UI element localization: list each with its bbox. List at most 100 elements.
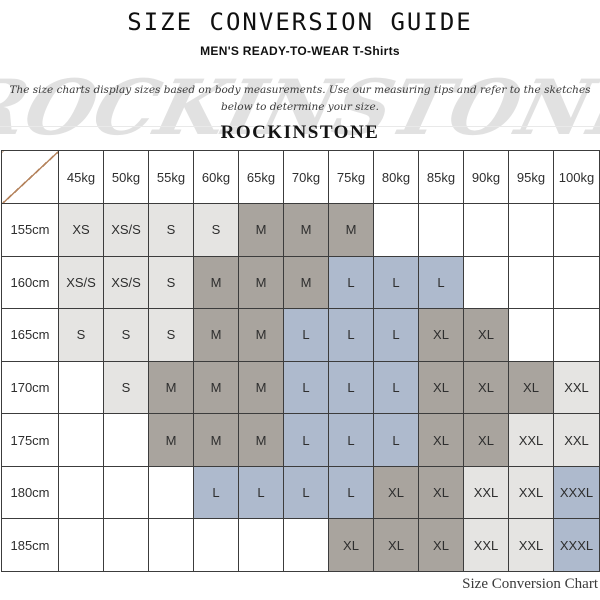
size-cell: XL [418, 308, 464, 362]
size-cell: M [283, 255, 329, 310]
empty-cell [103, 413, 149, 467]
table-row: 175cm M M M L L L XL XL XXL XXL [1, 413, 600, 467]
size-cell: XXL [508, 413, 554, 467]
table-row: 155cm XS XS/S S S M M M [1, 203, 600, 257]
size-cell: M [193, 255, 239, 310]
empty-cell [58, 518, 104, 572]
size-cell: XXL [553, 360, 600, 415]
size-cell: L [328, 255, 374, 310]
empty-cell [463, 255, 509, 310]
size-cell: L [328, 465, 374, 520]
weight-column-header: 45kg [58, 150, 104, 204]
size-cell: XS/S [58, 255, 104, 310]
size-cell: S [148, 255, 194, 310]
height-row-header: 180cm [1, 465, 59, 520]
size-cell: M [283, 203, 329, 257]
height-row-header: 185cm [1, 518, 59, 572]
size-cell: XL [463, 413, 509, 467]
diagonal-corner-cell [1, 150, 59, 204]
empty-cell [58, 413, 104, 467]
size-cell: XL [418, 413, 464, 467]
size-cell: S [103, 308, 149, 362]
size-cell: M [193, 308, 239, 362]
table-row: 185cm XL XL XL XXL XXL XXXL [1, 518, 600, 572]
table-row: 170cm S M M M L L L XL XL XL XXL [1, 360, 600, 415]
chart-caption: Size Conversion Chart [462, 576, 598, 592]
size-cell: XL [373, 518, 419, 572]
empty-cell [508, 255, 554, 310]
size-cell: XL [328, 518, 374, 572]
weight-column-header: 70kg [283, 150, 329, 204]
empty-cell [238, 518, 284, 572]
size-cell: XL [508, 360, 554, 415]
size-cell: L [328, 360, 374, 415]
page-subtitle: MEN'S READY-TO-WEAR T-Shirts [200, 44, 400, 58]
table-row: 180cm L L L L XL XL XXL XXL XXXL [1, 465, 600, 520]
size-cell: M [238, 203, 284, 257]
empty-cell [463, 203, 509, 257]
weight-column-header: 50kg [103, 150, 149, 204]
size-cell: L [328, 413, 374, 467]
size-cell: L [283, 413, 329, 467]
size-cell: XXXL [553, 518, 600, 572]
size-cell: XL [418, 360, 464, 415]
size-cell: L [283, 360, 329, 415]
size-cell: XL [373, 465, 419, 520]
size-cell: L [328, 308, 374, 362]
empty-cell [553, 308, 600, 362]
size-cell: S [148, 203, 194, 257]
empty-cell [508, 308, 554, 362]
description-line-1: The size charts display sizes based on b… [9, 84, 591, 96]
size-cell: S [193, 203, 239, 257]
description-line-2: below to determine your size. [220, 101, 380, 113]
size-cell: XS/S [103, 203, 149, 257]
empty-cell [193, 518, 239, 572]
empty-cell [553, 255, 600, 310]
size-cell: XXL [463, 465, 509, 520]
table-row: 160cm XS/S XS/S S M M M L L L [1, 255, 600, 310]
size-cell: M [193, 413, 239, 467]
height-row-header: 175cm [1, 413, 59, 467]
height-row-header: 160cm [1, 255, 59, 310]
size-cell: L [373, 255, 419, 310]
size-cell: L [283, 308, 329, 362]
empty-cell [103, 518, 149, 572]
size-cell: L [238, 465, 284, 520]
size-cell: S [103, 360, 149, 415]
size-cell: L [373, 413, 419, 467]
empty-cell [58, 360, 104, 415]
size-conversion-table-wrap: 45kg 50kg 55kg 60kg 65kg 70kg 75kg 80kg 85kg 90kg… [1, 150, 600, 572]
size-cell: M [238, 255, 284, 310]
empty-cell [148, 518, 194, 572]
size-conversion-table: 45kg 50kg 55kg 60kg 65kg 70kg 75kg 80kg 85kg 90kg… [1, 150, 600, 572]
height-row-header: 165cm [1, 308, 59, 362]
weight-column-header: 55kg [148, 150, 194, 204]
description: The size charts display sizes based on b… [0, 82, 600, 116]
size-cell: XXL [508, 518, 554, 572]
size-cell: XL [463, 360, 509, 415]
empty-cell [58, 465, 104, 520]
size-cell: M [193, 360, 239, 415]
height-row-header: 170cm [1, 360, 59, 415]
weight-column-header: 60kg [193, 150, 239, 204]
weight-column-header: 95kg [508, 150, 554, 204]
size-cell: M [238, 360, 284, 415]
weight-column-header: 80kg [373, 150, 419, 204]
size-cell: M [148, 413, 194, 467]
size-cell: XXL [553, 413, 600, 467]
weight-column-header: 65kg [238, 150, 284, 204]
size-cell: XXL [508, 465, 554, 520]
weight-column-header: 75kg [328, 150, 374, 204]
size-cell: M [328, 203, 374, 257]
weight-column-header: 90kg [463, 150, 509, 204]
weight-column-header: 100kg [553, 150, 600, 204]
empty-cell [373, 203, 419, 257]
size-cell: L [418, 255, 464, 310]
size-cell: XL [463, 308, 509, 362]
size-cell: XS/S [103, 255, 149, 310]
size-cell: XL [418, 518, 464, 572]
brand-name: ROCKINSTONE [220, 122, 380, 143]
empty-cell [418, 203, 464, 257]
size-cell: L [193, 465, 239, 520]
